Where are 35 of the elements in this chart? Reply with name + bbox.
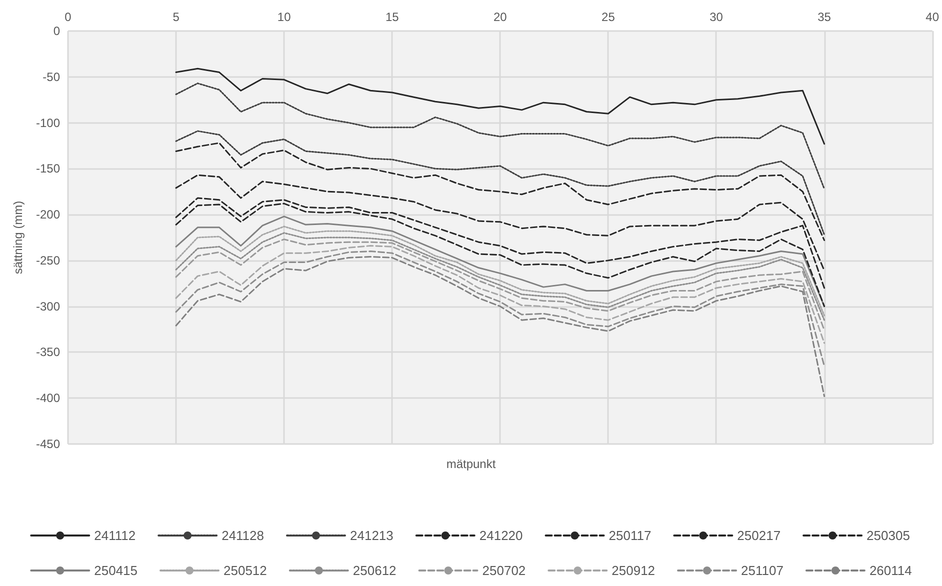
y-tick-label: -450 <box>36 437 60 451</box>
legend-label: 250305 <box>866 528 910 543</box>
y-tick-label: -150 <box>36 162 60 176</box>
y-tick-label: -250 <box>36 253 60 268</box>
legend-label: 250217 <box>737 528 781 543</box>
legend-label: 250612 <box>352 563 396 578</box>
x-tick-label: 20 <box>493 10 508 24</box>
x-tick-label: 0 <box>64 10 72 24</box>
y-tick-label: -50 <box>42 70 60 84</box>
x-tick-label: 35 <box>818 10 832 24</box>
legend-label: 250512 <box>224 563 267 578</box>
x-axis-title: mätpunkt <box>446 457 496 471</box>
y-tick-label: 0 <box>53 24 60 38</box>
x-tick-label: 10 <box>277 10 292 24</box>
y-tick-label: -100 <box>36 116 60 130</box>
y-axis-title: sättning (mm) <box>11 200 25 274</box>
y-tick-label: -200 <box>36 208 60 222</box>
legend-label: 250117 <box>608 528 652 543</box>
legend-label: 241220 <box>479 528 523 543</box>
x-tick-label: 5 <box>172 10 180 24</box>
legend-label: 250702 <box>482 563 526 578</box>
legend-label: 250415 <box>94 563 138 578</box>
y-tick-label: -300 <box>36 299 60 314</box>
x-tick-label: 30 <box>710 10 724 24</box>
legend-label: 251107 <box>741 563 784 578</box>
y-tick-label: -350 <box>36 345 60 360</box>
legend-label: 260114 <box>869 563 912 578</box>
y-tick-label: -400 <box>36 391 60 406</box>
x-tick-label: 15 <box>385 10 400 24</box>
x-tick-label: 25 <box>602 10 616 24</box>
x-tick-label: 40 <box>926 10 940 24</box>
legend-label: 241128 <box>222 528 264 543</box>
legend-label: 250912 <box>612 563 656 578</box>
legend-label: 241213 <box>350 528 394 543</box>
legend-label: 241112 <box>94 528 136 543</box>
